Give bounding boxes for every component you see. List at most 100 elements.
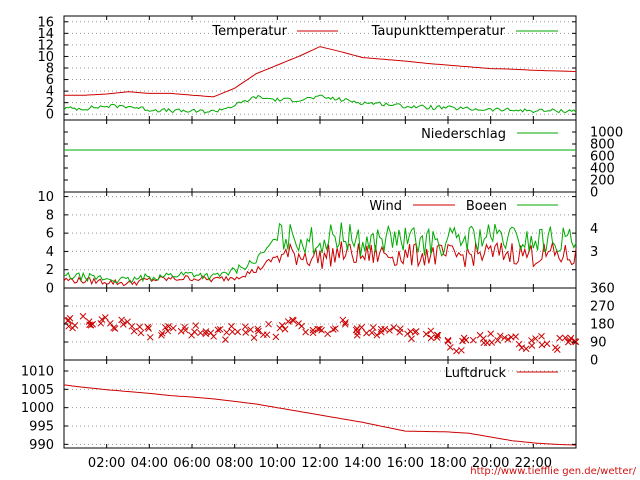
wind-direction-point — [137, 329, 145, 337]
x-tick-label: 20:00 — [472, 456, 509, 471]
wind-direction-point — [433, 334, 441, 341]
wind-direction-point — [532, 335, 539, 342]
wind-direction-point — [79, 312, 87, 320]
wind-direction-point — [97, 319, 105, 327]
wind-direction-point — [538, 341, 546, 349]
wind-direction-point — [119, 320, 127, 328]
wind-direction-point — [242, 329, 250, 336]
y-tick-label: 1000 — [21, 401, 54, 416]
wind-direction-point — [396, 325, 404, 333]
wind-direction-point — [165, 323, 172, 330]
y-tick-label: 4 — [46, 85, 54, 100]
y-tick-label: 8 — [46, 208, 54, 223]
wind-direction-point — [567, 334, 575, 342]
wind-direction-point — [458, 346, 465, 354]
wind-direction-point — [255, 327, 262, 335]
wind-direction-point — [390, 324, 398, 331]
wind-right-tick-label: 3 — [590, 245, 598, 260]
wind-direction-point — [66, 314, 74, 322]
y-tick-label: 8 — [46, 62, 54, 77]
wind-direction-point — [247, 326, 254, 333]
wind-direction-point — [69, 324, 76, 332]
y-tick-label: 360 — [590, 282, 615, 297]
y-tick-label: 990 — [29, 438, 54, 453]
credit-link[interactable]: http://www.tiefflie gen.de/wetter/ — [470, 466, 636, 477]
x-tick-label: 18:00 — [429, 456, 466, 471]
wind-direction-point — [177, 327, 185, 335]
legend-wind-label: Wind — [369, 199, 402, 214]
wind-direction-point — [368, 329, 376, 337]
wind-direction-point — [265, 320, 272, 328]
wind-direction-point — [501, 334, 508, 342]
wind-direction-point — [496, 332, 504, 340]
wind-direction-point — [314, 325, 322, 333]
wind-direction-point — [434, 331, 442, 339]
y-tick-label: 10 — [37, 50, 54, 65]
wind-direction-point — [118, 316, 125, 324]
y-tick-label: 6 — [46, 227, 54, 242]
x-tick-label: 22:00 — [515, 456, 552, 471]
data-series — [63, 46, 580, 446]
wind-direction-point — [181, 323, 188, 331]
y-tick-label: 0 — [46, 108, 54, 123]
y-tick-label: 16 — [37, 15, 54, 30]
wind-direction-point — [538, 332, 545, 340]
legend-niederschlag-label: Niederschlag — [421, 127, 506, 142]
wind-direction-point — [494, 337, 502, 344]
wind-direction-point — [101, 314, 109, 321]
wind-direction-point — [197, 329, 204, 337]
legend-temperatur-label: Temperatur — [211, 24, 287, 39]
series-line-wind — [63, 241, 577, 287]
wind-right-tick-label: 4 — [590, 222, 598, 237]
wind-direction-point — [553, 346, 561, 353]
wind-direction-point — [281, 325, 289, 333]
wind-direction-point — [228, 322, 235, 330]
wind-direction-point — [412, 327, 420, 335]
wind-direction-point — [528, 342, 536, 349]
legend-luftdruck-label: Luftdruck — [445, 366, 507, 381]
y-tick-label: 0 — [46, 282, 54, 297]
wind-direction-point — [111, 325, 119, 332]
wind-direction-point — [515, 340, 523, 348]
wind-direction-point — [128, 322, 136, 330]
y-tick-label: 90 — [590, 336, 607, 351]
wind-direction-point — [543, 340, 551, 348]
wind-direction-point — [234, 328, 242, 336]
x-tick-label: 08:00 — [216, 456, 253, 471]
wind-direction-point — [488, 339, 496, 346]
wind-direction-point — [469, 336, 477, 344]
wind-direction-point — [528, 337, 535, 344]
wind-direction-point — [87, 321, 95, 329]
y-tick-label: 270 — [590, 300, 615, 315]
wind-direction-point — [290, 317, 297, 324]
wind-direction-point — [386, 327, 393, 334]
wind-direction-point — [254, 325, 262, 333]
wind-direction-point — [241, 323, 249, 331]
wind-direction-point — [302, 328, 309, 336]
series-line-taupunkttemperatur — [63, 94, 577, 114]
y-tick-label: 995 — [29, 420, 54, 435]
y-tick-label: 1000 — [590, 126, 623, 141]
y-tick-label: 10 — [37, 190, 54, 205]
wind-direction-point — [309, 329, 317, 337]
x-tick-label: 02:00 — [88, 456, 125, 471]
wind-direction-point — [377, 328, 385, 336]
y-tick-label: 200 — [590, 174, 615, 189]
axis-tick-labels: 1614121086420100080060040020001086420433… — [21, 15, 623, 471]
wind-direction-point — [298, 322, 305, 330]
wind-direction-point — [522, 345, 530, 353]
wind-direction-point — [460, 334, 468, 342]
legend-boeen-label: Boeen — [466, 199, 507, 214]
series-line-temperatur — [64, 46, 577, 98]
wind-direction-point — [363, 329, 370, 337]
x-tick-label: 14:00 — [344, 456, 381, 471]
x-tick-label: 06:00 — [173, 456, 210, 471]
wind-direction-point — [404, 330, 411, 338]
x-tick-label: 04:00 — [131, 456, 168, 471]
wind-direction-point — [561, 334, 569, 342]
wind-direction-point — [192, 322, 200, 329]
wind-direction-point — [158, 329, 166, 337]
wind-direction-point — [146, 333, 154, 341]
wind-direction-point — [136, 323, 144, 331]
wind-direction-point — [377, 325, 385, 333]
